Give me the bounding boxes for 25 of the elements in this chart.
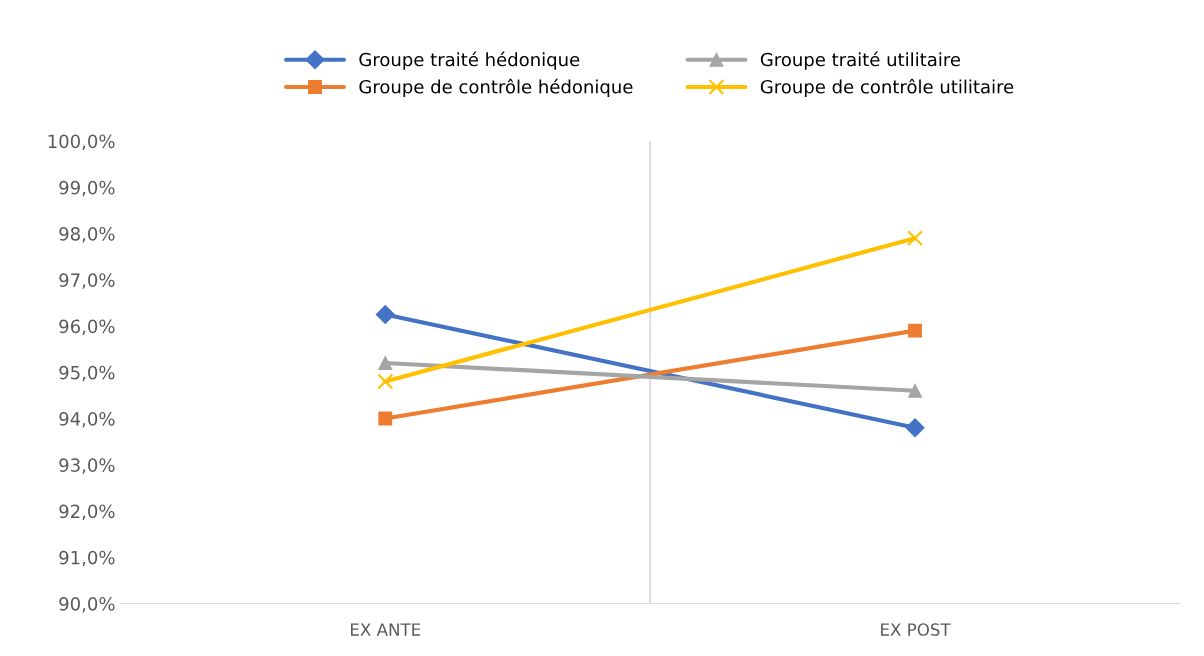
point [908,383,922,398]
point [905,418,925,438]
legend-label: Groupe de contrôle utilitaire [760,78,1014,98]
y-tick-label: 97,0% [59,273,115,289]
point [907,230,924,247]
x-tick-label: EX ANTE [351,623,421,636]
legend-label: Groupe traité hédonique [359,51,580,70]
point [377,373,394,390]
y-tick-label: 93,0% [59,458,115,474]
y-tick-label: 90,0% [59,596,115,613]
y-tick-label: 96,0% [59,319,115,335]
point [378,411,393,426]
y-tick-label: 99,0% [59,180,115,197]
y-tick-label: 100,0% [48,134,115,150]
point [378,356,393,370]
y-tick-label: 92,0% [59,504,115,520]
y-tick-label: 94,0% [59,411,115,428]
y-tick-label: 91,0% [59,550,115,567]
point [375,304,395,325]
legend-label: Groupe traité utilitaire [760,51,961,70]
legend-label: Groupe de contrôle hédonique [359,78,633,98]
x-tick-label: EX POST [881,623,951,636]
y-tick-label: 98,0% [59,227,115,243]
point [908,323,922,338]
y-tick-label: 95,0% [59,365,115,382]
